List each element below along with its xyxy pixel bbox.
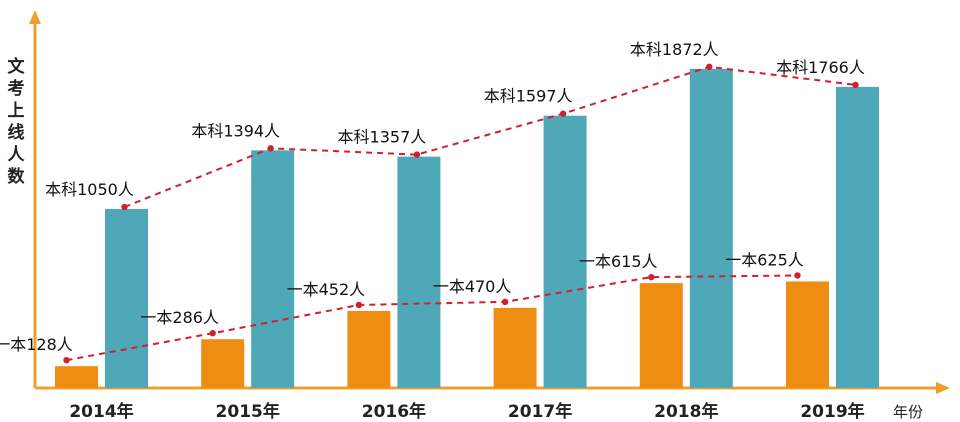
x-tick-label: 2017年 bbox=[508, 401, 572, 422]
y-axis-title-char: 线 bbox=[8, 122, 25, 143]
trend-marker-yiben bbox=[794, 272, 801, 279]
y-axis-title-char: 文 bbox=[8, 56, 26, 77]
bar-yiben bbox=[201, 339, 245, 388]
bar-benke bbox=[397, 156, 441, 388]
trend-marker-yiben bbox=[648, 273, 655, 281]
data-label-benke: 本科1357人 bbox=[338, 128, 427, 147]
data-label-benke: 本科1597人 bbox=[484, 87, 573, 106]
trend-marker-yiben bbox=[355, 301, 363, 309]
x-axis-unit-label: 年份 bbox=[893, 403, 923, 421]
data-label-yiben: 一本625人 bbox=[725, 250, 804, 269]
data-label-yiben: 一本286人 bbox=[140, 308, 219, 327]
trend-marker-yiben bbox=[63, 356, 70, 364]
bar-yiben bbox=[55, 366, 98, 388]
x-tick-labels: 2014年 2015年 2016年 2017年 2018年 2019年 bbox=[69, 401, 864, 422]
data-label-yiben: 一本128人 bbox=[0, 335, 73, 354]
trend-marker-yiben bbox=[209, 330, 216, 337]
y-axis-title-char: 人 bbox=[8, 145, 26, 165]
y-axis-title-char: 数 bbox=[8, 166, 26, 187]
y-axis-title-char: 考 bbox=[7, 78, 25, 99]
data-label-yiben: 一本615人 bbox=[579, 252, 658, 271]
bar-benke bbox=[105, 208, 148, 388]
bar-benke bbox=[251, 150, 295, 388]
trend-line-benke bbox=[124, 65, 856, 208]
data-label-yiben: 一本452人 bbox=[287, 280, 366, 299]
bar-yiben bbox=[347, 310, 391, 388]
trend-marker-benke bbox=[852, 81, 859, 89]
x-axis-arrow bbox=[936, 382, 950, 394]
y-axis-title-char: 上 bbox=[8, 101, 25, 121]
bar-yiben bbox=[786, 281, 829, 388]
bars-layer bbox=[55, 68, 879, 389]
data-label-benke: 本科1766人 bbox=[776, 58, 865, 77]
data-label-yiben: 一本470人 bbox=[433, 277, 512, 296]
trend-marker-benke bbox=[559, 110, 567, 117]
y-axis-arrow bbox=[29, 10, 41, 24]
axes bbox=[29, 10, 950, 394]
bar-benke bbox=[543, 115, 587, 389]
bar-yiben bbox=[493, 307, 537, 388]
trend-marker-benke bbox=[121, 203, 128, 211]
x-tick-label: 2019年 bbox=[800, 401, 864, 422]
trend-lines-layer bbox=[63, 63, 859, 364]
data-label-benke: 本科1050人 bbox=[45, 180, 134, 199]
trend-marker-benke bbox=[413, 151, 421, 158]
trend-marker-benke bbox=[267, 145, 274, 152]
data-label-benke: 本科1872人 bbox=[630, 40, 719, 59]
x-tick-label: 2016年 bbox=[362, 401, 426, 422]
x-tick-label: 2015年 bbox=[216, 401, 280, 422]
x-tick-label: 2018年 bbox=[654, 401, 718, 422]
bar-yiben bbox=[639, 283, 683, 388]
trend-line-yiben bbox=[66, 274, 798, 362]
trend-marker-yiben bbox=[501, 298, 509, 306]
trend-marker-benke bbox=[706, 63, 713, 71]
data-label-benke: 本科1394人 bbox=[191, 121, 280, 140]
x-tick-label: 2014年 bbox=[69, 401, 133, 422]
bar-benke bbox=[689, 68, 733, 388]
bar-benke bbox=[836, 86, 879, 388]
